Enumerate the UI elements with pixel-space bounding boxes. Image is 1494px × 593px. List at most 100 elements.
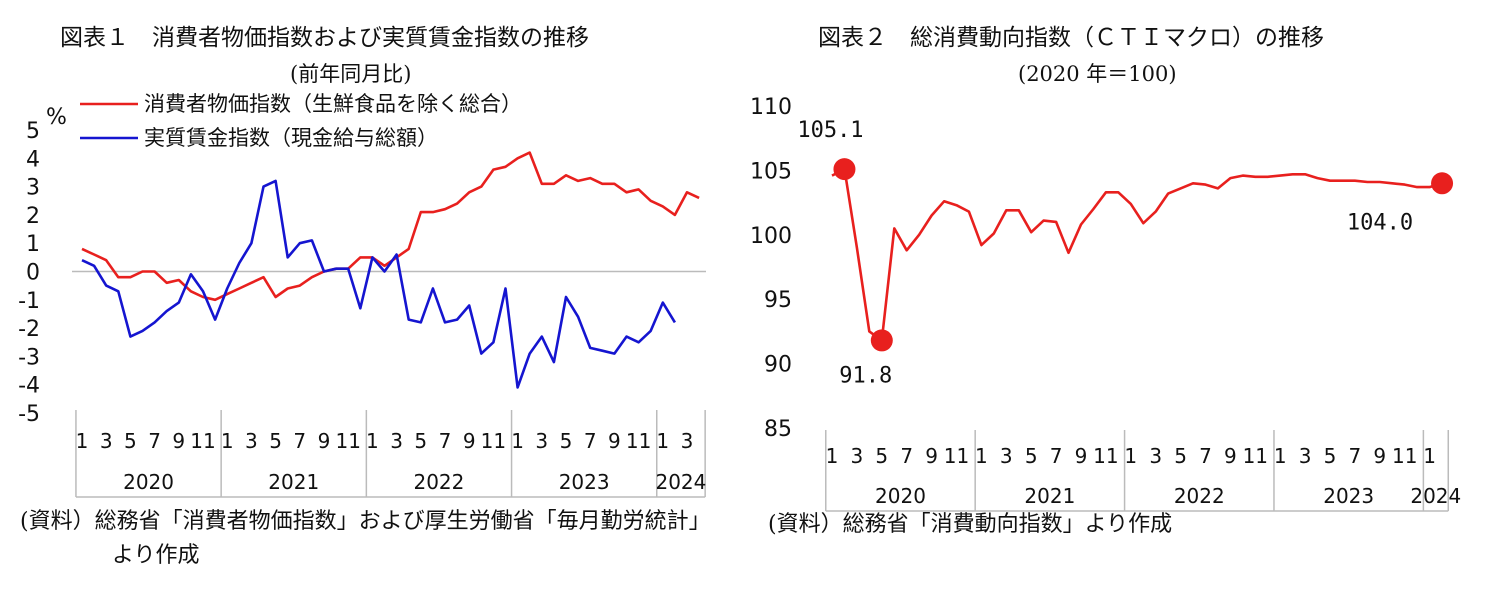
chart1-month-tick: 11 — [335, 429, 360, 453]
chart2-month-tick: 11 — [1093, 444, 1118, 468]
chart1-month-tick: 9 — [463, 429, 476, 453]
chart2-month-tick: 11 — [944, 444, 969, 468]
chart1-y-tick: 4 — [26, 147, 40, 172]
chart1-year-label: 2022 — [413, 470, 464, 494]
chart2-year-label: 2022 — [1174, 484, 1225, 508]
chart2-month-tick: 11 — [1243, 444, 1268, 468]
chart2-panel: 図表２ 総消費動向指数（ＣＴＩマクロ）の推移 (2020 年＝100) 110 1… — [750, 0, 1494, 593]
chart1-month-tick: 5 — [124, 429, 137, 453]
chart2-title: 図表２ 総消費動向指数（ＣＴＩマクロ）の推移 — [818, 25, 1324, 51]
chart2-month-tick: 1 — [826, 444, 839, 468]
chart1-y-tick: 5 — [26, 119, 40, 144]
chart2-year-label: 2021 — [1024, 484, 1075, 508]
chart1-source-text: (資料）総務省「消費者物価指数」および厚生労働省「毎月勤労統計」より作成 — [20, 509, 711, 568]
chart1-y-tick: 1 — [26, 232, 40, 257]
chart2-month-tick: 11 — [1392, 444, 1417, 468]
chart1-legend-label-1: 実質賃金指数（現金給与総額） — [144, 126, 438, 150]
chart2-subtitle: (2020 年＝100) — [1018, 62, 1177, 86]
chart2-source: (資料）総務省「消費動向指数」より作成 — [768, 512, 1173, 537]
chart2-month-tick: 5 — [1025, 444, 1038, 468]
chart2-data-label: 91.8 — [839, 363, 892, 388]
chart1-month-tick: 1 — [221, 429, 234, 453]
chart1-month-tick: 5 — [269, 429, 282, 453]
chart1-panel: 図表１ 消費者物価指数および実質賃金指数の推移 (前年同月比) 5 4 3 2 1 0 -1… — [0, 0, 740, 593]
chart1-month-tick: 7 — [148, 429, 161, 453]
chart1-month-tick: 1 — [511, 429, 524, 453]
chart1-y-tick: 3 — [26, 176, 40, 201]
chart2-marker-point — [833, 158, 856, 181]
chart2-month-tick: 9 — [925, 444, 938, 468]
chart1-y-tick: -2 — [18, 317, 40, 342]
chart2-y-tick: 105 — [750, 159, 792, 184]
chart1-month-tick: 5 — [560, 429, 573, 453]
chart2-month-tick: 5 — [1324, 444, 1337, 468]
chart2-year-label: 2020 — [875, 484, 926, 508]
chart1-month-tick: 11 — [190, 429, 215, 453]
chart1-month-tick: 1 — [366, 429, 379, 453]
chart2-month-tick: 3 — [1299, 444, 1312, 468]
chart1-subtitle: (前年同月比) — [290, 62, 412, 86]
chart1-plot: 5 4 3 2 1 0 -1 -2 -3 -4 -5% 消費者物価指数（生鮮食品を除く総合） 実質賃金指… — [18, 92, 706, 498]
chart2-year-label: 2024 — [1410, 484, 1461, 508]
chart2-month-tick: 3 — [851, 444, 864, 468]
chart1-month-tick: 1 — [76, 429, 89, 453]
chart1-month-tick: 9 — [608, 429, 621, 453]
chart2-y-tick: 100 — [750, 224, 792, 249]
chart2-marker-point — [1431, 172, 1454, 195]
chart2-data-label: 104.0 — [1347, 210, 1413, 235]
chart2-month-tick: 7 — [1349, 444, 1362, 468]
chart2-series-line — [831, 167, 1443, 342]
chart1-year-label: 2021 — [268, 470, 319, 494]
chart1-y-unit: % — [46, 105, 67, 130]
chart2-month-tick: 9 — [1075, 444, 1088, 468]
chart1-source: (資料）総務省「消費者物価指数」および厚生労働省「毎月勤労統計」より作成 — [20, 505, 720, 573]
chart1-y-tick: 0 — [26, 261, 40, 286]
chart2-month-tick: 3 — [1000, 444, 1013, 468]
chart1-month-tick: 7 — [584, 429, 597, 453]
chart1-y-tick: -1 — [18, 289, 40, 314]
chart1-year-label: 2020 — [123, 470, 174, 494]
chart1-month-tick: 5 — [414, 429, 427, 453]
chart1-month-tick: 9 — [172, 429, 185, 453]
chart2-y-tick: 90 — [764, 353, 792, 378]
chart1-year-label: 2023 — [559, 470, 610, 494]
chart1-month-tick: 1 — [656, 429, 669, 453]
chart2-marker-point — [870, 329, 893, 352]
chart2-month-tick: 1 — [1274, 444, 1287, 468]
chart2-month-tick: 3 — [1149, 444, 1162, 468]
chart1-y-tick: -5 — [18, 402, 40, 427]
chart1-month-tick: 3 — [390, 429, 403, 453]
chart1-month-tick: 11 — [481, 429, 506, 453]
chart1-month-tick: 3 — [681, 429, 694, 453]
chart2-month-tick: 5 — [1174, 444, 1187, 468]
chart1-y-tick: -3 — [18, 345, 40, 370]
chart1-y-tick: 2 — [26, 204, 40, 229]
chart2-month-tick: 9 — [1224, 444, 1237, 468]
chart1-year-label: 2024 — [655, 470, 706, 494]
chart1-y-tick: -4 — [18, 374, 40, 399]
chart1-month-tick: 9 — [318, 429, 331, 453]
chart2-month-tick: 5 — [875, 444, 888, 468]
chart2-y-tick: 85 — [764, 417, 792, 442]
chart1-month-tick: 11 — [626, 429, 651, 453]
chart1-month-tick: 7 — [293, 429, 306, 453]
chart1-title: 図表１ 消費者物価指数および実質賃金指数の推移 — [60, 25, 589, 51]
chart1-month-tick: 3 — [100, 429, 113, 453]
chart2-month-tick: 1 — [1124, 444, 1137, 468]
chart1-series-line-0 — [81, 151, 700, 302]
chart2-data-label: 105.1 — [797, 118, 863, 143]
chart2-month-tick: 7 — [1199, 444, 1212, 468]
chart2-month-tick: 1 — [1423, 444, 1436, 468]
chart1-series-line-1 — [81, 179, 677, 389]
chart1-month-tick: 7 — [439, 429, 452, 453]
chart2-year-label: 2023 — [1323, 484, 1374, 508]
chart1-legend-label-0: 消費者物価指数（生鮮食品を除く総合） — [144, 92, 522, 116]
chart2-month-tick: 9 — [1373, 444, 1386, 468]
chart2-month-tick: 7 — [1050, 444, 1063, 468]
chart1-month-tick: 3 — [245, 429, 258, 453]
chart2-y-tick: 110 — [750, 95, 792, 120]
chart2-month-tick: 1 — [975, 444, 988, 468]
chart2-month-tick: 7 — [900, 444, 913, 468]
chart2-y-tick: 95 — [764, 288, 792, 313]
